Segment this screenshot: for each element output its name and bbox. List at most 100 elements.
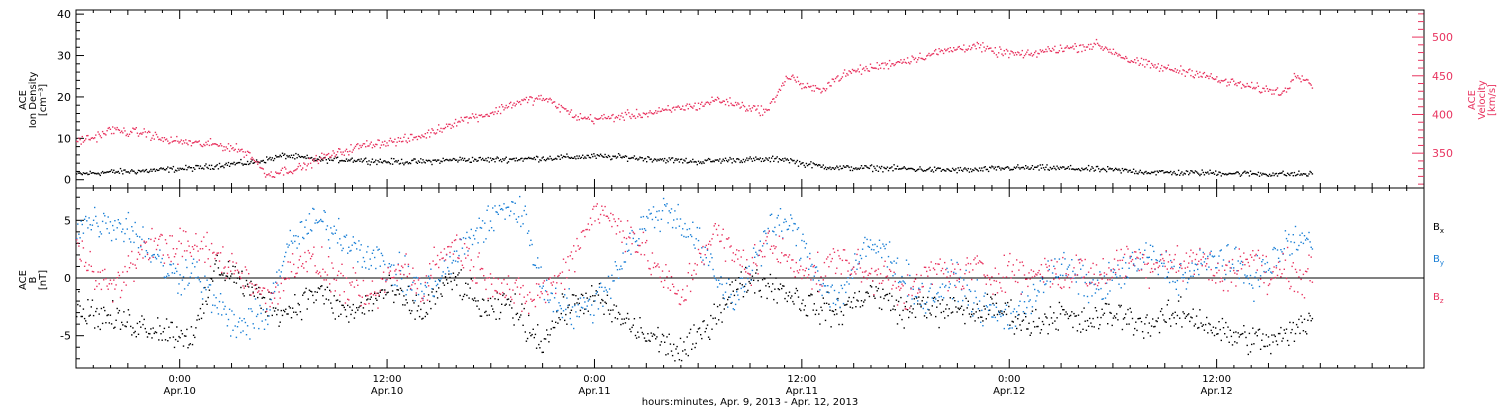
density-point (1218, 171, 1220, 173)
by-point (425, 286, 428, 288)
velocity-point (1051, 47, 1054, 50)
velocity-point (435, 132, 438, 134)
velocity-point (667, 105, 669, 107)
bx-point (1247, 353, 1249, 356)
bz-point (336, 274, 339, 277)
velocity-point (759, 114, 761, 117)
bx-point (864, 299, 866, 301)
bx-point (1060, 305, 1063, 308)
velocity-point (411, 133, 413, 136)
bz-point (279, 297, 281, 299)
by-point (290, 240, 293, 242)
velocity-point (926, 55, 928, 57)
by-point (173, 272, 176, 274)
velocity-point (284, 166, 286, 168)
velocity-point (268, 173, 270, 175)
bx-point (471, 298, 474, 300)
velocity-point (1136, 57, 1138, 59)
density-point (958, 169, 960, 172)
velocity-point (335, 154, 338, 156)
by-point (751, 269, 754, 272)
velocity-point (91, 137, 94, 139)
bx-point (133, 332, 135, 334)
bx-point (783, 285, 785, 287)
bx-point (550, 328, 552, 330)
by-point (591, 304, 593, 306)
by-point (632, 237, 634, 240)
by-point (1077, 293, 1080, 295)
bz-point (506, 283, 508, 285)
density-point (1261, 174, 1263, 176)
bx-point (801, 302, 803, 305)
velocity-point (670, 111, 673, 113)
by-point (1242, 264, 1244, 266)
by-point (758, 249, 760, 252)
density-point (1127, 171, 1129, 173)
bx-point (83, 317, 86, 320)
velocity-point (555, 105, 557, 108)
by-point (774, 226, 776, 229)
velocity-point (806, 82, 809, 85)
bx-point (1258, 328, 1261, 330)
velocity-point (1075, 45, 1077, 47)
by-point (544, 290, 547, 292)
bx-point (1098, 327, 1100, 330)
bz-point (625, 237, 628, 240)
velocity-point (1059, 44, 1062, 46)
bx-point (877, 287, 880, 290)
by-point (845, 291, 847, 294)
bx-point (971, 313, 973, 316)
bx-point (1257, 329, 1260, 331)
bx-point (693, 324, 695, 326)
velocity-point (820, 92, 822, 94)
density-point (705, 159, 707, 162)
density-point (126, 171, 128, 173)
velocity-point (778, 88, 781, 91)
velocity-point (713, 100, 715, 102)
bx-point (174, 338, 177, 341)
bx-point (1172, 312, 1174, 315)
bx-point (95, 310, 97, 313)
bx-point (1003, 311, 1005, 313)
by-point (1188, 278, 1190, 280)
density-point (449, 158, 451, 161)
bx-point (878, 307, 881, 309)
bx-point (946, 304, 948, 306)
velocity-point (77, 140, 79, 143)
velocity-point (1182, 69, 1184, 71)
density-point (451, 159, 453, 161)
by-point (185, 259, 187, 261)
by-point (366, 251, 368, 253)
velocity-point (140, 132, 142, 134)
by-point (441, 275, 443, 277)
velocity-point (689, 105, 692, 108)
by-point (269, 309, 271, 311)
by-point (159, 249, 161, 251)
velocity-point (697, 102, 700, 104)
density-point (149, 170, 151, 172)
density-point (368, 160, 370, 162)
bx-point (1285, 328, 1288, 330)
velocity-point (87, 134, 89, 137)
density-point (1266, 174, 1269, 177)
bz-point (643, 254, 646, 256)
by-point (754, 256, 756, 258)
by-point (485, 238, 487, 240)
velocity-point (261, 167, 263, 170)
bx-point (1083, 307, 1085, 309)
bz-point (394, 270, 396, 272)
density-point (878, 166, 881, 168)
density-point (630, 157, 632, 159)
density-point (203, 168, 205, 170)
bx-point (182, 345, 185, 347)
density-point (385, 161, 387, 163)
density-point (260, 160, 262, 162)
velocity-point (1200, 75, 1202, 78)
density-point (467, 159, 469, 162)
by-point (1001, 310, 1003, 312)
density-point (1020, 167, 1022, 169)
density-point (969, 168, 972, 170)
bz-point (585, 228, 587, 231)
by-point (241, 320, 243, 322)
bz-point (199, 248, 202, 250)
